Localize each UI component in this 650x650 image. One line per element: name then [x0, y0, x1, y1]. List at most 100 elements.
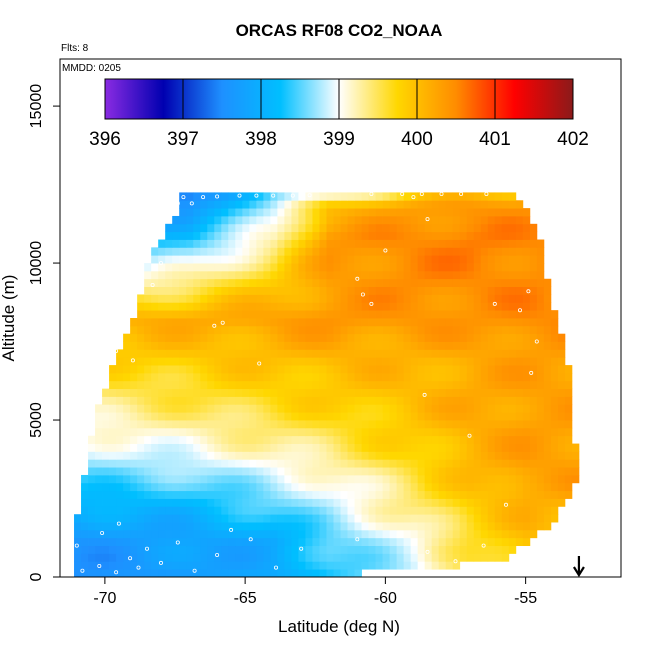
field-cell — [368, 286, 376, 295]
field-cell — [396, 514, 405, 523]
field-cell — [396, 522, 405, 531]
field-cell — [172, 239, 180, 248]
field-cell — [165, 372, 173, 382]
observation-point — [80, 568, 85, 573]
field-cell — [165, 435, 173, 444]
field-cell — [186, 537, 194, 547]
field-cell — [473, 286, 482, 295]
field-cell — [319, 396, 327, 405]
field-cell — [487, 310, 496, 319]
field-cell — [319, 553, 327, 562]
field-cell — [158, 255, 166, 264]
field-cell — [263, 420, 271, 429]
field-cell — [214, 310, 222, 319]
field-cell — [277, 302, 285, 311]
field-cell — [193, 569, 201, 577]
field-cell — [207, 247, 215, 256]
field-cell — [109, 553, 117, 562]
field-cell — [95, 553, 103, 562]
field-cell — [487, 239, 496, 248]
observation-point — [215, 194, 220, 199]
field-cell — [361, 412, 369, 421]
field-cell — [109, 498, 117, 507]
field-cell — [193, 420, 201, 429]
field-cell — [445, 380, 454, 390]
field-cell — [529, 349, 538, 358]
observation-point — [492, 301, 497, 306]
field-cell — [130, 435, 138, 444]
field-cell — [326, 247, 334, 256]
field-cell — [137, 459, 145, 468]
field-cell — [207, 443, 215, 452]
field-cell — [249, 231, 257, 240]
field-cell — [368, 365, 376, 374]
field-cell — [333, 341, 341, 350]
field-cell — [382, 215, 390, 225]
field-cell — [557, 388, 566, 397]
field-cell — [424, 231, 433, 240]
field-cell — [263, 310, 271, 319]
field-cell — [102, 561, 110, 570]
field-cell — [557, 435, 566, 444]
field-cell — [263, 427, 271, 437]
field-cell — [319, 302, 327, 311]
field-cell — [193, 380, 201, 390]
field-cell — [305, 286, 313, 295]
field-cell — [200, 435, 208, 444]
field-cell — [501, 388, 510, 397]
field-cell — [228, 255, 236, 264]
field-cell — [354, 443, 362, 452]
field-cell — [347, 310, 355, 319]
field-cell — [242, 310, 250, 319]
field-cell — [368, 263, 376, 272]
field-cell — [144, 490, 152, 499]
field-cell — [130, 396, 138, 405]
field-cell — [340, 263, 348, 272]
field-cell — [277, 459, 285, 468]
field-cell — [522, 255, 531, 264]
field-cell — [116, 514, 124, 523]
y-tick-label: 5000 — [28, 402, 45, 438]
field-cell — [81, 545, 89, 554]
field-cell — [235, 357, 243, 366]
field-cell — [515, 537, 524, 547]
field-cell — [256, 396, 264, 405]
field-cell — [193, 506, 201, 515]
field-cell — [109, 482, 117, 492]
field-cell — [452, 278, 461, 288]
field-cell — [417, 372, 426, 382]
field-cell — [347, 247, 355, 256]
field-cell — [235, 247, 243, 256]
field-cell — [207, 192, 215, 201]
field-cell — [312, 255, 320, 264]
field-cell — [81, 490, 89, 499]
field-cell — [249, 396, 257, 405]
field-cell — [249, 278, 257, 288]
field-cell — [438, 278, 447, 288]
field-cell — [508, 255, 517, 264]
field-cell — [410, 420, 419, 429]
field-cell — [228, 427, 236, 437]
field-cell — [417, 318, 426, 327]
field-cell — [410, 372, 419, 382]
field-cell — [410, 333, 419, 342]
field-cell — [284, 310, 292, 319]
field-cell — [466, 435, 475, 444]
field-cell — [249, 365, 257, 374]
field-cell — [326, 333, 334, 342]
x-axis-label: Latitude (deg N) — [278, 617, 400, 636]
field-cell — [417, 459, 426, 468]
field-cell — [207, 372, 215, 382]
field-cell — [347, 553, 355, 562]
field-cell — [186, 239, 194, 248]
field-cell — [473, 474, 482, 484]
field-cell — [263, 208, 271, 217]
field-cell — [207, 294, 215, 303]
field-cell — [284, 490, 292, 499]
field-cell — [340, 215, 348, 225]
field-cell — [165, 412, 173, 421]
field-cell — [501, 325, 510, 335]
field-cell — [340, 569, 348, 577]
field-cell — [242, 263, 250, 272]
colorbar-tick-label: 399 — [323, 129, 355, 150]
